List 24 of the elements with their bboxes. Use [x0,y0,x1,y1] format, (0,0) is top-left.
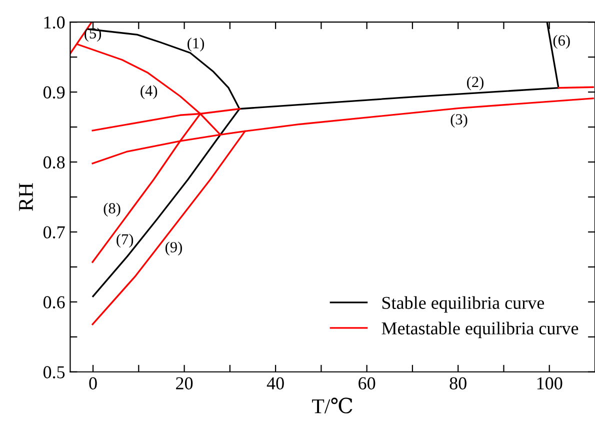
annotation: (1) [188,38,204,52]
x-tick-label: 0 [89,377,97,390]
annotation: (7) [116,234,134,248]
x-tick-label: 60 [358,377,376,390]
x-tick-label: 100 [537,377,562,390]
y-tick-label: 0.5 [43,366,65,378]
x-tick-label: 20 [176,377,193,390]
x-tick-label: 40 [266,377,284,390]
y-tick-label: 0.8 [43,156,65,169]
y-tick-label: 1.0 [44,16,65,29]
annotation: (3) [450,114,468,128]
y-tick-label: 0.7 [43,226,65,238]
y-tick-label: 0.6 [43,296,65,308]
annotation: (8) [104,202,120,217]
annotation: (9) [166,242,182,256]
x-tick-label: 80 [450,377,466,390]
y-tick-label: 0.9 [43,86,65,99]
annotation: (4) [140,85,158,100]
annotation: (6) [553,34,570,49]
legend-label: Metastable equilibria curve [382,322,578,338]
y-axis-title: RH [19,183,33,211]
legend-label: Stable equilibria curve [382,296,544,313]
annotation: (2) [467,76,484,90]
x-axis-title: T/℃ [312,398,352,414]
